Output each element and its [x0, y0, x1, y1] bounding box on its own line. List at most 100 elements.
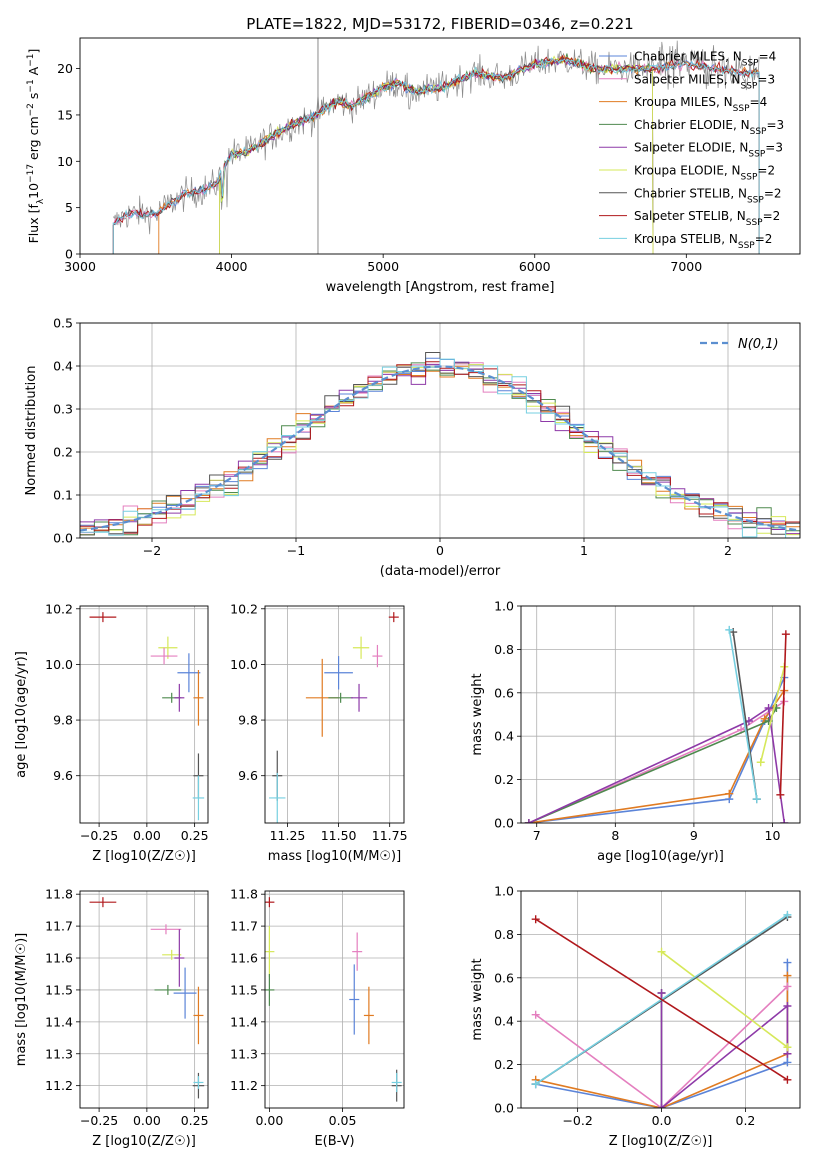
- data-point-salpeter_elodie: [174, 683, 185, 712]
- legend-label: Kroupa STELIB, NSSP=2: [634, 232, 772, 251]
- y-tick-label: 20: [57, 61, 73, 76]
- series-marker: [783, 971, 792, 980]
- data-point-kroupa_miles: [193, 669, 204, 726]
- y-tick-label: 0.4: [494, 729, 514, 744]
- series-marker: [780, 819, 789, 823]
- plot-area-mass_vs_Z: [89, 897, 205, 1099]
- x-tick-label: −0.2: [562, 1113, 592, 1128]
- x-axis-label: Z [log10(Z/Z☉)]: [609, 1134, 713, 1149]
- y-tick-label: 10: [57, 154, 73, 169]
- series-kroupa_miles: [528, 690, 785, 823]
- normal-curve: [80, 365, 800, 532]
- series-kroupa_elodie: [661, 951, 788, 1048]
- x-tick-label: 0: [436, 543, 444, 558]
- y-tick-label: 0.5: [53, 316, 73, 331]
- data-point-kroupa_stelib: [391, 1072, 402, 1093]
- y-tick-label: 11.8: [230, 887, 258, 902]
- x-tick-label: 5000: [367, 259, 399, 274]
- x-axis-label: Z [log10(Z/Z☉)]: [92, 849, 196, 864]
- data-point-kroupa_miles: [363, 986, 374, 1045]
- y-tick-label: 11.4: [45, 1014, 73, 1029]
- axes-age_vs_mass: 11.25 11.50 11.75 9.6 9.8 10.0 10.2: [230, 601, 407, 843]
- series-salpeter_stelib: [535, 918, 788, 1081]
- series-marker: [524, 819, 533, 823]
- y-tick-label: 11.3: [45, 1046, 73, 1061]
- plot-area-spectrum: [112, 38, 760, 254]
- series-marker: [725, 789, 734, 798]
- y-tick-label: 9.6: [53, 768, 73, 783]
- observed-spectrum: [112, 40, 760, 235]
- chart-title: PLATE=1822, MJD=53172, FIBERID=0346, z=0…: [246, 15, 633, 33]
- x-tick-label: 0.05: [329, 1113, 357, 1128]
- legend-label: Chabrier STELIB, NSSP=2: [634, 186, 782, 205]
- hist-salpeter_miles: [80, 362, 800, 538]
- data-point-kroupa_elodie: [162, 949, 182, 960]
- y-tick-label: 11.7: [45, 919, 73, 934]
- data-point-chabrier_miles: [177, 653, 201, 693]
- data-point-salpeter_miles: [150, 647, 178, 665]
- x-tick-label: 1: [580, 543, 588, 558]
- x-axis-label: (data-model)/error: [380, 564, 501, 579]
- plot-frame: [264, 890, 405, 1109]
- y-tick-label: 10.0: [45, 657, 73, 672]
- x-tick-label: 0.00: [133, 828, 161, 843]
- y-axis-label: Normed distribution: [24, 366, 39, 496]
- data-point-salpeter_elodie: [174, 929, 185, 987]
- plot-frame: [79, 322, 801, 539]
- y-axis-label: Flux [fλ10−17 erg cm−2 s−1 A−1]: [26, 49, 46, 244]
- plot-frame: [79, 890, 209, 1109]
- y-tick-label: 10.0: [230, 657, 258, 672]
- x-axis-label: Z [log10(Z/Z☉)]: [92, 1134, 196, 1149]
- y-tick-label: 0: [65, 247, 73, 262]
- data-point-salpeter_miles: [352, 932, 363, 971]
- axes-mass_vs_ebv: 0.00 0.05 11.2 11.3 11.4 11.5 11.6 11.7 11.8: [230, 887, 404, 1128]
- hist-chabrier_stelib: [80, 352, 800, 536]
- y-tick-label: 11.5: [230, 982, 258, 997]
- hist-kroupa_stelib: [80, 358, 800, 538]
- plot-area-residuals: [80, 352, 800, 538]
- data-point-chabrier_elodie: [265, 973, 275, 1006]
- x-tick-label: 9: [690, 828, 698, 843]
- y-tick-label: 0.8: [494, 642, 514, 657]
- data-point-chabrier_miles: [173, 967, 197, 1019]
- y-tick-label: 11.2: [45, 1078, 73, 1093]
- series-marker: [531, 915, 540, 924]
- y-tick-label: 11.7: [230, 919, 258, 934]
- y-tick-label: 0.2: [53, 445, 73, 460]
- plot-frame: [520, 890, 801, 1109]
- legend-label: Salpeter ELODIE, NSSP=3: [634, 141, 783, 160]
- y-tick-label: 0.1: [53, 488, 73, 503]
- data-point-kroupa_elodie: [265, 926, 275, 978]
- axes-age_vs_Z: −0.25 0.00 0.25 9.6 9.8 10.0 10.2: [45, 601, 208, 843]
- x-tick-label: 0.00: [255, 1113, 283, 1128]
- plot-area-age_vs_Z: [89, 612, 205, 821]
- y-tick-label: 1.0: [494, 599, 514, 614]
- series-marker: [783, 1058, 792, 1067]
- legend-label: Chabrier ELODIE, NSSP=3: [634, 118, 784, 137]
- y-tick-label: 0.6: [494, 685, 514, 700]
- series-salpeter_elodie: [528, 706, 786, 823]
- legend-label: Kroupa ELODIE, NSSP=2: [634, 164, 775, 183]
- series-marker: [752, 795, 761, 804]
- series-marker: [783, 958, 792, 967]
- legend-label: Salpeter MILES, NSSP=3: [634, 72, 775, 91]
- y-tick-label: 5: [65, 200, 73, 215]
- x-axis-label: age [log10(age/yr)]: [597, 849, 724, 864]
- series-kroupa_elodie: [759, 666, 786, 763]
- plot-area-weight_vs_Z: [531, 910, 792, 1108]
- x-tick-label: 6000: [519, 259, 551, 274]
- y-tick-label: 1.0: [494, 884, 514, 899]
- y-axis-label: mass weight: [470, 673, 485, 755]
- series-marker: [764, 703, 773, 712]
- series-marker: [657, 947, 666, 956]
- legend-label: Chabrier MILES, NSSP=4: [634, 50, 776, 69]
- plot-frame: [520, 605, 801, 824]
- data-point-kroupa_stelib: [269, 772, 286, 823]
- series-salpeter_stelib: [779, 634, 787, 795]
- data-point-kroupa_miles: [193, 986, 204, 1045]
- x-tick-label: 11.25: [270, 828, 306, 843]
- model-kroupa_stelib: [112, 57, 760, 254]
- series-marker: [657, 988, 666, 997]
- y-tick-label: 9.8: [53, 713, 73, 728]
- axes-mass_vs_Z: −0.25 0.00 0.25 11.2 11.3 11.4 11.5 11.6 11.7 11.…: [45, 887, 208, 1128]
